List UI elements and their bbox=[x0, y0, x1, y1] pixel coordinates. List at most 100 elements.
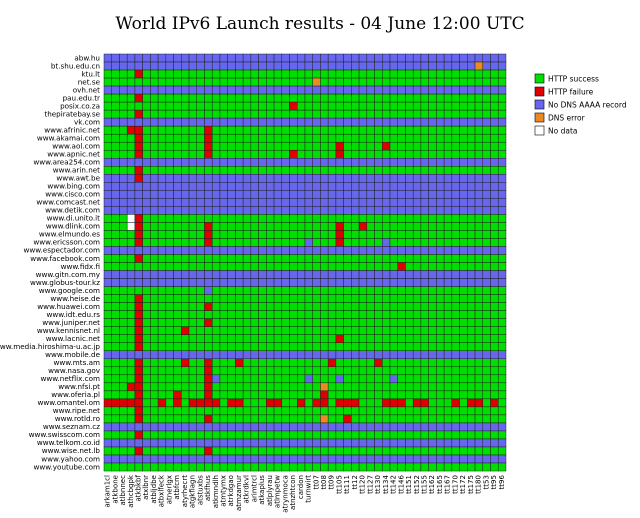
heatmap-cell bbox=[474, 109, 484, 119]
column-label: tt95 bbox=[490, 475, 498, 489]
heatmap-cell bbox=[242, 310, 252, 319]
heatmap-cell bbox=[281, 406, 290, 416]
heatmap-cell bbox=[227, 358, 236, 368]
heatmap-cell bbox=[235, 310, 244, 319]
heatmap-cell bbox=[312, 302, 321, 311]
heatmap-cell bbox=[196, 206, 205, 215]
heatmap-cell bbox=[358, 246, 368, 255]
heatmap-cell bbox=[227, 286, 236, 295]
heatmap-cell bbox=[366, 398, 375, 408]
heatmap-cell bbox=[366, 61, 375, 71]
heatmap-cell bbox=[467, 53, 476, 63]
heatmap-cell bbox=[443, 270, 453, 279]
heatmap-cell bbox=[266, 246, 275, 255]
heatmap-cell bbox=[443, 85, 453, 95]
heatmap-cell bbox=[219, 190, 228, 199]
heatmap-cell bbox=[204, 230, 213, 239]
heatmap-cell bbox=[459, 310, 468, 319]
heatmap-cell bbox=[126, 262, 136, 271]
heatmap-cell bbox=[165, 358, 174, 368]
heatmap-cell bbox=[134, 326, 143, 335]
heatmap-cell bbox=[219, 101, 228, 111]
heatmap-cell bbox=[304, 198, 313, 207]
heatmap-cell bbox=[490, 61, 499, 71]
heatmap-cell bbox=[474, 77, 484, 87]
heatmap-cell bbox=[405, 414, 414, 424]
heatmap-cell bbox=[250, 61, 259, 71]
heatmap-cell bbox=[397, 174, 406, 183]
heatmap-cell bbox=[126, 149, 136, 159]
heatmap-cell bbox=[181, 342, 190, 351]
heatmap-cell bbox=[126, 374, 136, 384]
heatmap-cell bbox=[266, 61, 275, 71]
heatmap-cell bbox=[266, 358, 275, 368]
heatmap-cell bbox=[443, 406, 453, 416]
heatmap-cell bbox=[134, 61, 143, 71]
heatmap-cell bbox=[443, 422, 453, 432]
heatmap-cell bbox=[289, 318, 298, 327]
heatmap-cell bbox=[397, 366, 406, 376]
heatmap-cell bbox=[266, 390, 275, 400]
heatmap-cell bbox=[150, 286, 159, 295]
heatmap-cell bbox=[227, 198, 236, 207]
heatmap-cell bbox=[165, 262, 174, 271]
heatmap-cell bbox=[374, 406, 383, 416]
heatmap-cell bbox=[258, 190, 267, 199]
heatmap-cell bbox=[150, 414, 159, 424]
heatmap-cell bbox=[196, 246, 205, 255]
heatmap-cell bbox=[281, 69, 290, 79]
heatmap-cell bbox=[242, 406, 252, 416]
heatmap-cell bbox=[289, 69, 298, 79]
heatmap-cell bbox=[150, 53, 159, 63]
heatmap-cell bbox=[111, 398, 120, 408]
heatmap-cell bbox=[250, 326, 259, 335]
heatmap-cell bbox=[335, 286, 344, 295]
heatmap-cell bbox=[150, 141, 159, 151]
heatmap-cell bbox=[157, 422, 167, 432]
heatmap-cell bbox=[451, 374, 460, 384]
heatmap-cell bbox=[181, 69, 190, 79]
heatmap-cell bbox=[405, 422, 414, 432]
heatmap-cell bbox=[459, 382, 468, 392]
heatmap-cell bbox=[266, 446, 275, 456]
heatmap-cell bbox=[142, 182, 151, 191]
heatmap-cell bbox=[219, 254, 228, 263]
heatmap-cell bbox=[459, 294, 468, 303]
heatmap-cell bbox=[335, 382, 344, 392]
heatmap-cell bbox=[412, 69, 422, 79]
heatmap-cell bbox=[382, 374, 391, 384]
heatmap-cell bbox=[327, 77, 337, 87]
heatmap-cell bbox=[250, 310, 259, 319]
heatmap-cell bbox=[157, 382, 167, 392]
heatmap-cell bbox=[358, 141, 368, 151]
heatmap-cell bbox=[250, 398, 259, 408]
heatmap-cell bbox=[188, 326, 198, 335]
heatmap-cell bbox=[382, 246, 391, 255]
heatmap-cell bbox=[320, 133, 329, 143]
heatmap-cell bbox=[134, 166, 143, 175]
heatmap-cell bbox=[397, 149, 406, 159]
heatmap-cell bbox=[428, 422, 437, 432]
heatmap-cell bbox=[188, 350, 198, 360]
heatmap-cell bbox=[266, 350, 275, 360]
heatmap-cell bbox=[289, 133, 298, 143]
heatmap-cell bbox=[482, 326, 491, 335]
heatmap-cell bbox=[204, 358, 213, 368]
heatmap-cell bbox=[312, 358, 321, 368]
heatmap-cell bbox=[366, 318, 375, 327]
heatmap-cell bbox=[459, 462, 468, 472]
heatmap-cell bbox=[227, 406, 236, 416]
heatmap-cell bbox=[111, 190, 120, 199]
heatmap-cell bbox=[490, 422, 499, 432]
heatmap-cell bbox=[103, 254, 112, 263]
row-label: www.awt.be bbox=[56, 174, 100, 183]
heatmap-cell bbox=[459, 358, 468, 368]
heatmap-cell bbox=[242, 149, 252, 159]
heatmap-cell bbox=[312, 182, 321, 191]
heatmap-cell bbox=[281, 350, 290, 360]
heatmap-cell bbox=[428, 238, 437, 247]
heatmap-cell bbox=[467, 358, 476, 368]
heatmap-cell bbox=[327, 222, 337, 231]
heatmap-cell bbox=[196, 125, 205, 135]
heatmap-cell bbox=[405, 158, 414, 167]
